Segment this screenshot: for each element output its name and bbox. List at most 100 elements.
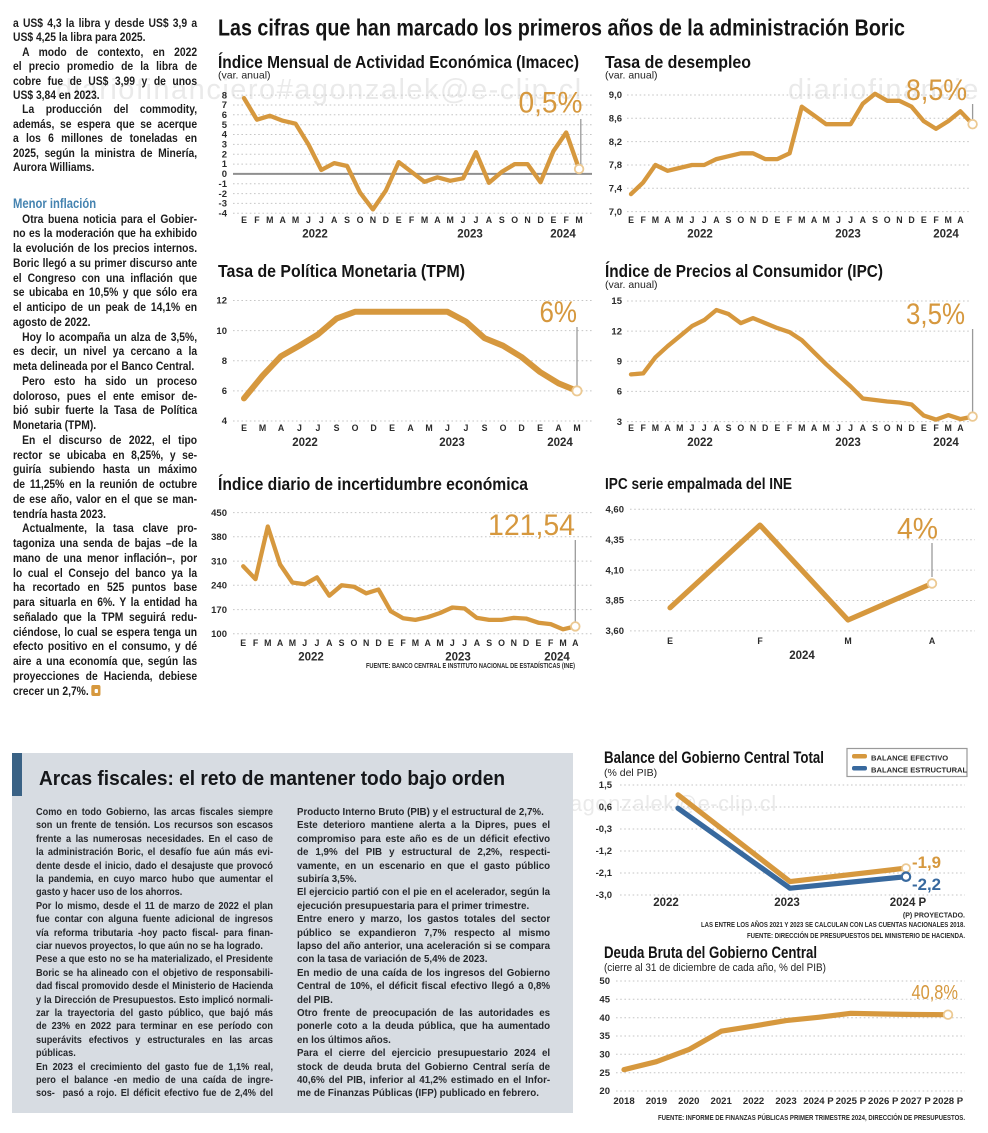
svg-text:M: M: [652, 423, 659, 433]
svg-text:J: J: [836, 215, 841, 225]
svg-text:A: A: [664, 215, 671, 225]
svg-text:2022: 2022: [687, 229, 713, 241]
svg-text:2022: 2022: [298, 652, 324, 664]
svg-text:J: J: [462, 638, 467, 648]
svg-text:8,2: 8,2: [609, 137, 622, 148]
svg-text:2024: 2024: [789, 650, 815, 662]
svg-text:8,6: 8,6: [609, 114, 622, 125]
svg-text:2024 P: 2024 P: [803, 1096, 834, 1107]
svg-text:Tasa de Política Monetaria (TP: Tasa de Política Monetaria (TPM): [218, 261, 465, 281]
svg-text:N: N: [511, 638, 517, 648]
svg-text:Índice de Precios al Consumido: Índice de Precios al Consumidor (IPC): [605, 260, 883, 281]
svg-text:S: S: [726, 423, 732, 433]
svg-text:A: A: [486, 215, 493, 225]
svg-text:2022: 2022: [687, 437, 713, 449]
svg-text:(cierre al 31 de diciembre de: (cierre al 31 de diciembre de cada año, …: [604, 962, 826, 974]
svg-text:3,60: 3,60: [606, 626, 625, 637]
svg-text:F: F: [409, 215, 415, 225]
svg-text:FUENTE: BANCO CENTRAL E INSTIT: FUENTE: BANCO CENTRAL E INSTITUTO NACION…: [366, 661, 575, 670]
svg-text:F: F: [253, 638, 259, 648]
svg-text:A: A: [811, 215, 818, 225]
svg-text:A: A: [407, 423, 414, 433]
svg-text:O: O: [350, 638, 357, 648]
svg-text:2024: 2024: [547, 437, 573, 449]
svg-text:IPC serie empalmada del INE: IPC serie empalmada del INE: [605, 476, 792, 493]
svg-text:M: M: [264, 638, 271, 648]
svg-text:-2,1: -2,1: [596, 868, 613, 879]
svg-text:A: A: [713, 215, 720, 225]
svg-text:-1,2: -1,2: [596, 846, 612, 857]
svg-text:-2: -2: [219, 189, 227, 200]
svg-text:A: A: [474, 638, 481, 648]
svg-text:E: E: [667, 636, 673, 646]
svg-text:M: M: [798, 423, 805, 433]
svg-text:N: N: [896, 215, 902, 225]
svg-text:Las cifras que han marcado los: Las cifras que han marcado los primeros …: [218, 15, 905, 41]
svg-text:S: S: [872, 215, 878, 225]
svg-text:(% del PIB): (% del PIB): [604, 767, 657, 779]
svg-text:-0,3: -0,3: [596, 824, 612, 835]
svg-text:4,10: 4,10: [606, 565, 625, 576]
svg-text:0,6: 0,6: [599, 802, 612, 813]
svg-text:N: N: [363, 638, 369, 648]
svg-text:J: J: [450, 638, 455, 648]
svg-text:E: E: [537, 423, 543, 433]
svg-text:A: A: [555, 423, 562, 433]
svg-text:0,5%: 0,5%: [519, 87, 583, 120]
svg-text:Índice Mensual de Actividad Ec: Índice Mensual de Actividad Económica (I…: [218, 51, 579, 72]
svg-text:2023: 2023: [774, 897, 800, 909]
svg-text:M: M: [425, 423, 432, 433]
svg-text:7: 7: [222, 100, 227, 111]
svg-text:1: 1: [222, 159, 228, 170]
svg-text:BALANCE EFECTIVO: BALANCE EFECTIVO: [871, 754, 948, 763]
svg-text:S: S: [482, 423, 488, 433]
svg-text:M: M: [652, 215, 659, 225]
svg-text:9,0: 9,0: [609, 90, 622, 101]
svg-text:4,35: 4,35: [606, 535, 625, 546]
svg-text:6: 6: [222, 110, 227, 121]
svg-text:J: J: [319, 215, 324, 225]
svg-text:Deuda Bruta del Gobierno Centr: Deuda Bruta del Gobierno Central: [604, 944, 817, 962]
svg-text:O: O: [357, 215, 364, 225]
svg-text:0: 0: [222, 169, 227, 180]
svg-text:2018: 2018: [613, 1096, 635, 1107]
svg-text:J: J: [690, 215, 695, 225]
svg-text:E: E: [921, 423, 927, 433]
svg-text:F: F: [933, 423, 939, 433]
svg-text:2024 P: 2024 P: [890, 897, 927, 909]
svg-text:2023: 2023: [835, 229, 861, 241]
svg-text:2022: 2022: [302, 229, 328, 241]
svg-text:2023: 2023: [835, 437, 861, 449]
svg-text:LAS ENTRE LOS AÑOS 2021 Y 2023: LAS ENTRE LOS AÑOS 2021 Y 2023 SE CALCUL…: [701, 920, 965, 929]
svg-text:O: O: [498, 638, 505, 648]
svg-text:N: N: [370, 215, 376, 225]
svg-text:O: O: [500, 423, 507, 433]
svg-text:3: 3: [617, 417, 622, 428]
svg-text:-1: -1: [219, 179, 228, 190]
svg-text:E: E: [241, 215, 247, 225]
svg-text:7,4: 7,4: [609, 184, 623, 195]
svg-text:D: D: [383, 215, 389, 225]
svg-text:E: E: [550, 215, 556, 225]
svg-text:F: F: [933, 215, 939, 225]
svg-text:M: M: [259, 423, 266, 433]
svg-text:M: M: [573, 423, 580, 433]
svg-text:2019: 2019: [646, 1096, 667, 1107]
svg-text:M: M: [266, 215, 273, 225]
svg-text:A: A: [957, 423, 964, 433]
svg-text:M: M: [575, 215, 582, 225]
svg-text:S: S: [499, 215, 505, 225]
svg-text:3: 3: [222, 140, 227, 151]
svg-text:FUENTE: DIRECCIÓN DE PRESUPUES: FUENTE: DIRECCIÓN DE PRESUPUESTOS DEL MI…: [747, 931, 965, 940]
svg-text:M: M: [844, 636, 851, 646]
svg-text:M: M: [436, 638, 443, 648]
svg-text:E: E: [396, 215, 402, 225]
svg-text:J: J: [306, 215, 311, 225]
svg-text:F: F: [548, 638, 554, 648]
svg-text:M: M: [559, 638, 566, 648]
svg-text:6%: 6%: [540, 296, 578, 329]
svg-text:D: D: [370, 423, 376, 433]
svg-text:F: F: [254, 215, 260, 225]
svg-text:-1,9: -1,9: [912, 854, 941, 872]
svg-text:1,5: 1,5: [599, 780, 613, 791]
